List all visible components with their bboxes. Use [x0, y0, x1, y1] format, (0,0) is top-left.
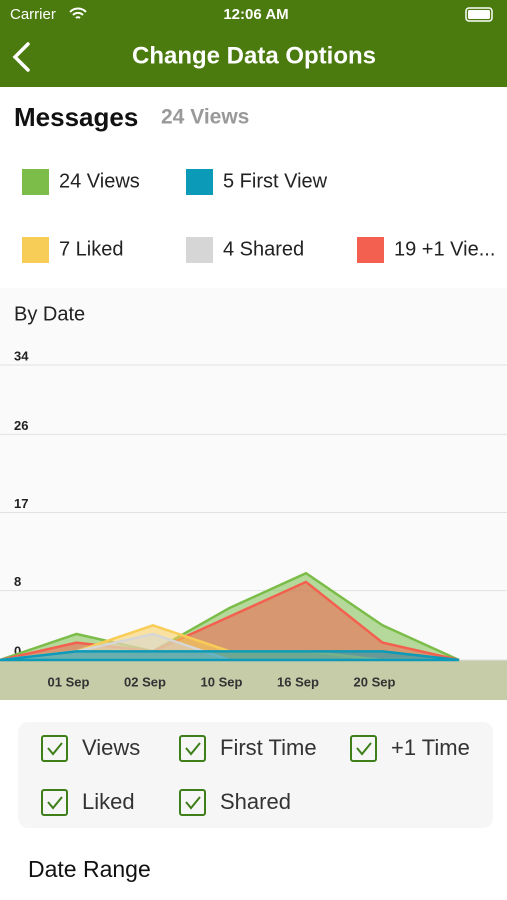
legend-label: 4 Shared: [223, 238, 304, 260]
wifi-icon: [69, 7, 87, 19]
option-label[interactable]: Liked: [82, 789, 135, 814]
legend-swatch: [186, 237, 213, 263]
area: [0, 580, 460, 662]
battery: [465, 7, 493, 22]
options-card: [18, 722, 493, 828]
clock: 12:06 AM: [223, 6, 288, 23]
checkmark: [47, 742, 63, 756]
area: [0, 650, 460, 662]
x-tick-label: 20 Sep: [354, 674, 396, 689]
option-label[interactable]: First Time: [220, 735, 317, 760]
x-axis-band: [0, 660, 507, 700]
nav-title: Change Data Options: [132, 42, 376, 69]
option-label[interactable]: Shared: [220, 789, 291, 814]
checkmark: [47, 796, 63, 810]
checkmark: [356, 742, 372, 756]
checkmark: [185, 796, 201, 810]
chart-title: By Date: [14, 303, 85, 325]
legend-swatch: [357, 237, 384, 263]
header-title: Messages: [14, 102, 138, 132]
legend-label: 24 Views: [59, 170, 140, 192]
nav-background: [0, 0, 507, 87]
checkbox[interactable]: [41, 789, 68, 816]
legend-label: 19 +1 Vie...: [394, 238, 495, 260]
y-tick-label: 34: [14, 348, 29, 363]
y-tick-label: 8: [14, 574, 21, 589]
legend-label: 5 First View: [223, 170, 328, 192]
x-tick-label: 01 Sep: [48, 674, 90, 689]
y-tick-label: 26: [14, 418, 28, 433]
x-tick-label: 10 Sep: [201, 674, 243, 689]
checkbox[interactable]: [41, 735, 68, 762]
legend-swatch: [186, 169, 213, 195]
legend-swatch: [22, 169, 49, 195]
back-button[interactable]: [12, 42, 30, 72]
y-tick-label: 17: [14, 496, 28, 511]
x-tick-label: 02 Sep: [124, 674, 166, 689]
date-range-title: Date Range: [28, 856, 151, 882]
checkbox[interactable]: [350, 735, 377, 762]
y-tick-label: 0: [14, 643, 21, 658]
x-tick-label: 16 Sep: [277, 674, 319, 689]
option-label[interactable]: Views: [82, 735, 140, 760]
option-label[interactable]: +1 Time: [391, 735, 470, 760]
checkbox[interactable]: [179, 789, 206, 816]
checkbox[interactable]: [179, 735, 206, 762]
carrier: Carrier: [10, 6, 56, 23]
header-subtitle: 24 Views: [161, 106, 249, 129]
battery-level: [468, 10, 490, 19]
legend-swatch: [22, 237, 49, 263]
checkmark: [185, 742, 201, 756]
legend-label: 7 Liked: [59, 238, 124, 260]
